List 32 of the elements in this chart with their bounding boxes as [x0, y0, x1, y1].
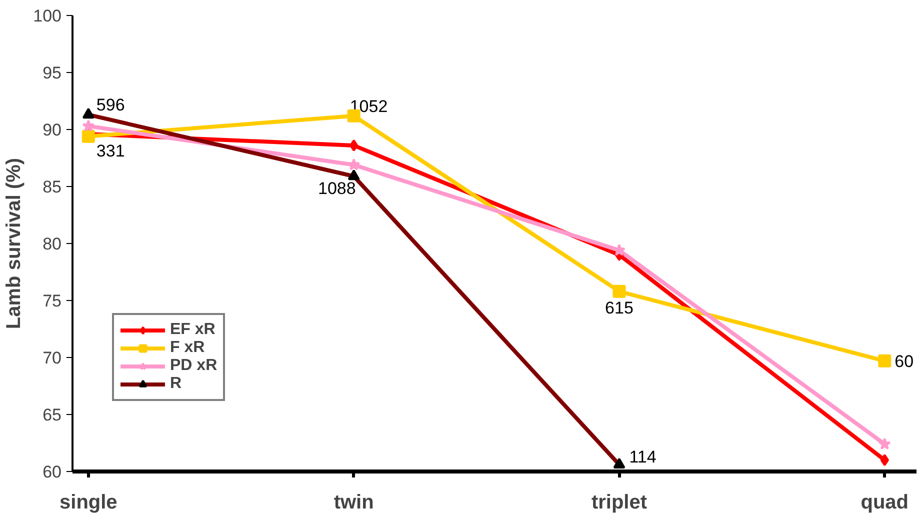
point: [880, 454, 889, 466]
x-tick-label: single: [60, 492, 118, 514]
x-tick-label: quad: [860, 492, 909, 514]
y-tick-label: 65: [42, 406, 62, 424]
y-tick-label: 75: [42, 292, 62, 310]
legend-label: EF xR: [170, 321, 216, 339]
y-tick-label: 70: [42, 348, 62, 368]
legend-label: F xR: [170, 339, 205, 357]
legend-label: PD xR: [170, 357, 218, 375]
point: [350, 139, 358, 152]
annotation: 615: [605, 298, 634, 318]
y-tick-label: 85: [42, 178, 62, 196]
annotation: 331: [96, 141, 125, 160]
point: [878, 354, 892, 368]
point: [348, 158, 360, 170]
y-tick-label: 100: [33, 6, 62, 26]
annotation: 114: [629, 448, 656, 467]
point: [878, 438, 891, 450]
point: [612, 284, 626, 298]
annotation: 596: [96, 96, 125, 115]
y-tick-label: 90: [42, 120, 62, 140]
y-tick-label: 80: [42, 234, 62, 254]
legend-label: R: [170, 375, 183, 393]
point: [82, 120, 95, 132]
point: [82, 130, 95, 143]
x-tick-label: twin: [334, 492, 374, 514]
y-tick-label: 95: [42, 64, 62, 82]
annotation: 1088: [318, 179, 356, 198]
y-axis-title: Lamb survival (%): [3, 158, 26, 330]
y-tick-label: 60: [42, 462, 62, 482]
annotation: 60: [894, 352, 914, 371]
x-tick-label: triplet: [591, 492, 648, 514]
